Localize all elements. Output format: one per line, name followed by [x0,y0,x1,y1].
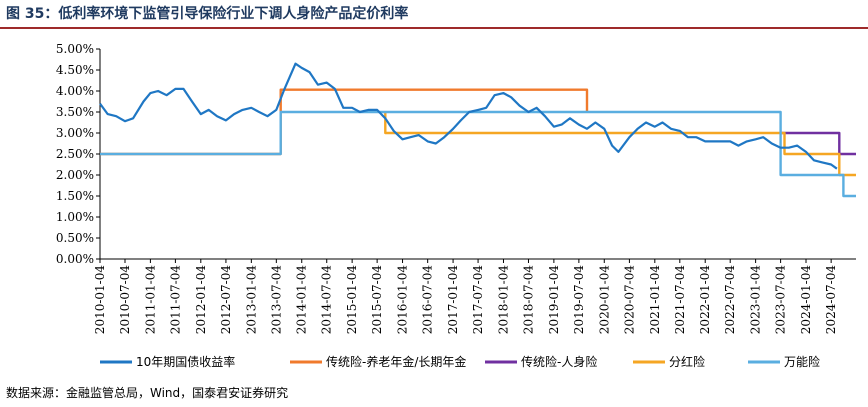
x-tick-label: 2013-01-04 [244,265,258,335]
x-tick-label: 2022-07-04 [723,265,737,335]
y-tick-label: 4.00% [56,84,94,98]
legend-label-4: 万能险 [784,354,820,369]
legend-label-3: 分红险 [669,354,705,369]
title-divider [0,27,868,29]
x-tick-label: 2012-01-04 [194,265,208,335]
x-tick-label: 2017-07-04 [471,265,485,335]
x-tick-label: 2018-01-04 [496,265,510,335]
y-tick-label: 2.00% [56,168,94,182]
x-tick-label: 2022-01-04 [698,265,712,335]
y-tick-label: 3.50% [56,105,94,119]
y-tick-label: 3.00% [56,126,94,140]
x-tick-label: 2013-07-04 [269,265,283,335]
x-tick-label: 2019-07-04 [572,265,586,335]
y-tick-label: 1.50% [56,189,94,203]
x-tick-label: 2018-07-04 [521,265,535,335]
y-tick-label: 1.00% [56,210,94,224]
series-line-2 [780,131,856,156]
x-tick-label: 2024-07-04 [824,265,838,335]
series-line-0 [99,62,838,170]
x-tick-label: 2016-01-04 [396,265,410,335]
x-tick-label: 2010-01-04 [93,265,107,335]
x-tick-label: 2023-01-04 [749,265,763,335]
legend-label-0: 10年期国债收益率 [136,354,235,369]
x-tick-label: 2011-01-04 [143,265,157,335]
x-tick-label: 2019-01-04 [547,265,561,335]
x-tick-label: 2010-07-04 [118,265,132,335]
x-tick-label: 2014-07-04 [320,265,334,335]
legend-label-2: 传统险-人身险 [521,354,597,369]
x-tick-label: 2021-07-04 [673,265,687,335]
series-line-3 [384,112,856,177]
y-tick-label: 2.50% [56,147,94,161]
x-tick-label: 2020-01-04 [597,265,611,335]
x-tick-label: 2016-07-04 [421,265,435,335]
x-tick-label: 2011-07-04 [168,265,182,335]
x-tick-label: 2015-01-04 [345,265,359,335]
y-tick-label: 0.00% [56,252,94,266]
x-tick-label: 2020-07-04 [622,265,636,335]
x-tick-label: 2014-01-04 [295,265,309,335]
source-note: 数据来源：金融监管总局，Wind，国泰君安证券研究 [6,386,289,400]
x-tick-label: 2023-07-04 [774,265,788,335]
x-tick-label: 2015-07-04 [370,265,384,335]
y-tick-label: 5.00% [56,42,94,56]
legend-label-1: 传统险-养老年金/长期年金 [326,354,466,369]
x-tick-label: 2024-01-04 [799,265,813,335]
y-tick-label: 0.50% [56,231,94,245]
x-tick-label: 2017-01-04 [446,265,460,335]
figure-title: 图 35：低利率环境下监管引导保险行业下调人身险产品定价利率 [6,6,409,22]
series-line-4 [100,110,856,198]
x-tick-label: 2012-07-04 [219,265,233,335]
y-tick-label: 4.50% [56,63,94,77]
x-tick-label: 2021-01-04 [648,265,662,335]
